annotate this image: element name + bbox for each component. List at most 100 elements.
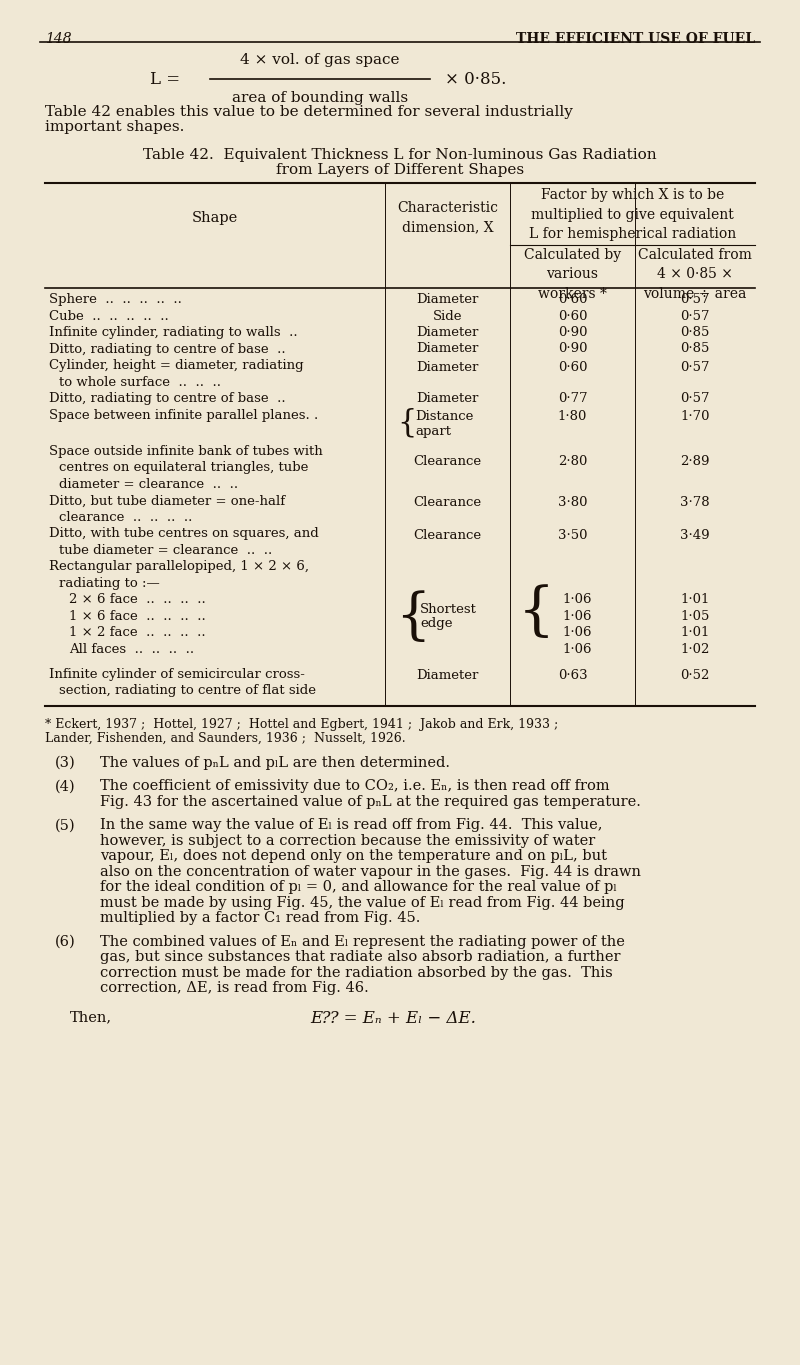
Text: Fig. 43 for the ascertained value of pₙL at the required gas temperature.: Fig. 43 for the ascertained value of pₙL…	[100, 794, 641, 809]
Text: 0·90: 0·90	[558, 343, 587, 355]
Text: however, is subject to a correction because the emissivity of water: however, is subject to a correction beca…	[100, 834, 595, 848]
Text: Cube  ..  ..  ..  ..  ..: Cube .. .. .. .. ..	[49, 310, 169, 322]
Text: All faces  ..  ..  ..  ..: All faces .. .. .. ..	[69, 643, 194, 655]
Text: {: {	[518, 586, 555, 642]
Text: Clearance: Clearance	[414, 530, 482, 542]
Text: Ditto, with tube centres on squares, and: Ditto, with tube centres on squares, and	[49, 527, 318, 541]
Text: Diameter: Diameter	[416, 669, 478, 682]
Text: Then,: Then,	[70, 1010, 112, 1024]
Text: Sphere  ..  ..  ..  ..  ..: Sphere .. .. .. .. ..	[49, 293, 182, 306]
Text: from Layers of Different Shapes: from Layers of Different Shapes	[276, 162, 524, 177]
Text: 0·60: 0·60	[558, 360, 587, 374]
Text: In the same way the value of Eₗ is read off from Fig. 44.  This value,: In the same way the value of Eₗ is read …	[100, 819, 602, 833]
Text: Clearance: Clearance	[414, 455, 482, 468]
Text: Factor by which X is to be
multiplied to give equivalent
L for hemispherical rad: Factor by which X is to be multiplied to…	[529, 188, 736, 242]
Text: clearance  ..  ..  ..  ..: clearance .. .. .. ..	[59, 511, 192, 524]
Text: Diameter: Diameter	[416, 360, 478, 374]
Text: (4): (4)	[55, 779, 76, 793]
Text: × 0·85.: × 0·85.	[445, 71, 506, 87]
Text: 3·50: 3·50	[558, 530, 587, 542]
Text: Diameter: Diameter	[416, 293, 478, 306]
Text: 1·06: 1·06	[562, 627, 592, 639]
Text: 3·49: 3·49	[680, 530, 710, 542]
Text: 1·01: 1·01	[680, 627, 710, 639]
Text: 1·01: 1·01	[680, 594, 710, 606]
Text: vapour, Eₗ, does not depend only on the temperature and on pₗL, but: vapour, Eₗ, does not depend only on the …	[100, 849, 607, 863]
Text: Calculated from
4 × 0·85 ×
volume ÷ area: Calculated from 4 × 0·85 × volume ÷ area	[638, 248, 752, 302]
Text: Ditto, but tube diameter = one-half: Ditto, but tube diameter = one-half	[49, 494, 285, 508]
Text: gas, but since substances that radiate also absorb radiation, a further: gas, but since substances that radiate a…	[100, 950, 621, 964]
Text: * Eckert, 1937 ;  Hottel, 1927 ;  Hottel and Egbert, 1941 ;  Jakob and Erk, 1933: * Eckert, 1937 ; Hottel, 1927 ; Hottel a…	[45, 718, 558, 730]
Text: 3·80: 3·80	[558, 495, 587, 509]
Text: Lander, Fishenden, and Saunders, 1936 ;  Nusselt, 1926.: Lander, Fishenden, and Saunders, 1936 ; …	[45, 732, 406, 745]
Text: Ditto, radiating to centre of base  ..: Ditto, radiating to centre of base ..	[49, 392, 286, 405]
Text: to whole surface  ..  ..  ..: to whole surface .. .. ..	[59, 375, 221, 389]
Text: 148: 148	[45, 31, 72, 46]
Text: 2·80: 2·80	[558, 455, 587, 468]
Text: tube diameter = clearance  ..  ..: tube diameter = clearance .. ..	[59, 543, 272, 557]
Text: Diameter: Diameter	[416, 343, 478, 355]
Text: 1 × 2 face  ..  ..  ..  ..: 1 × 2 face .. .. .. ..	[69, 627, 206, 639]
Text: also on the concentration of water vapour in the gases.  Fig. 44 is drawn: also on the concentration of water vapou…	[100, 865, 641, 879]
Text: Cylinder, height = diameter, radiating: Cylinder, height = diameter, radiating	[49, 359, 304, 373]
Text: centres on equilateral triangles, tube: centres on equilateral triangles, tube	[59, 461, 308, 474]
Text: Infinite cylinder, radiating to walls  ..: Infinite cylinder, radiating to walls ..	[49, 326, 298, 339]
Text: {: {	[395, 590, 430, 644]
Text: L =: L =	[150, 71, 180, 87]
Text: 1·70: 1·70	[680, 411, 710, 423]
Text: 1·80: 1·80	[558, 411, 587, 423]
Text: 2 × 6 face  ..  ..  ..  ..: 2 × 6 face .. .. .. ..	[69, 594, 206, 606]
Text: multiplied by a factor C₁ read from Fig. 45.: multiplied by a factor C₁ read from Fig.…	[100, 912, 420, 925]
Text: Rectangular parallelopiped, 1 × 2 × 6,: Rectangular parallelopiped, 1 × 2 × 6,	[49, 560, 309, 573]
Text: 0·57: 0·57	[680, 293, 710, 306]
Text: Characteristic
dimension, X: Characteristic dimension, X	[397, 201, 498, 235]
Text: 0·90: 0·90	[558, 326, 587, 339]
Text: section, radiating to centre of flat side: section, radiating to centre of flat sid…	[59, 684, 316, 698]
Text: The coefficient of emissivity due to CO₂, i.e. Eₙ, is then read off from: The coefficient of emissivity due to CO₂…	[100, 779, 610, 793]
Text: Diameter: Diameter	[416, 392, 478, 405]
Text: area of bounding walls: area of bounding walls	[232, 91, 408, 105]
Text: apart: apart	[415, 425, 451, 438]
Text: 4 × vol. of gas space: 4 × vol. of gas space	[240, 53, 400, 67]
Text: radiating to :—: radiating to :—	[59, 577, 160, 590]
Text: must be made by using Fig. 45, the value of Eₗ read from Fig. 44 being: must be made by using Fig. 45, the value…	[100, 895, 625, 910]
Text: 0·57: 0·57	[680, 392, 710, 405]
Text: (3): (3)	[55, 756, 76, 770]
Text: important shapes.: important shapes.	[45, 120, 184, 134]
Text: The values of pₙL and pₗL are then determined.: The values of pₙL and pₗL are then deter…	[100, 756, 450, 770]
Text: 0·57: 0·57	[680, 360, 710, 374]
Text: 3·78: 3·78	[680, 495, 710, 509]
Text: 0·63: 0·63	[558, 669, 587, 682]
Text: 0·85: 0·85	[680, 326, 710, 339]
Text: 0·60: 0·60	[558, 293, 587, 306]
Text: (6): (6)	[55, 935, 76, 949]
Text: 0·85: 0·85	[680, 343, 710, 355]
Text: 0·77: 0·77	[558, 392, 587, 405]
Text: 2·89: 2·89	[680, 455, 710, 468]
Text: 0·60: 0·60	[558, 310, 587, 322]
Text: correction, ΔE, is read from Fig. 46.: correction, ΔE, is read from Fig. 46.	[100, 981, 369, 995]
Text: Table 42.  Equivalent Thickness L for Non-luminous Gas Radiation: Table 42. Equivalent Thickness L for Non…	[143, 147, 657, 162]
Text: Clearance: Clearance	[414, 495, 482, 509]
Text: 1·02: 1·02	[680, 643, 710, 655]
Text: 1 × 6 face  ..  ..  ..  ..: 1 × 6 face .. .. .. ..	[69, 610, 206, 622]
Text: edge: edge	[420, 617, 453, 629]
Text: correction must be made for the radiation absorbed by the gas.  This: correction must be made for the radiatio…	[100, 966, 613, 980]
Text: 1·06: 1·06	[562, 643, 592, 655]
Text: Side: Side	[433, 310, 462, 322]
Text: (5): (5)	[55, 819, 76, 833]
Text: 1·05: 1·05	[680, 610, 710, 622]
Text: Shape: Shape	[192, 212, 238, 225]
Text: {: {	[397, 408, 416, 438]
Text: THE EFFICIENT USE OF FUEL: THE EFFICIENT USE OF FUEL	[516, 31, 755, 46]
Text: Space between infinite parallel planes. .: Space between infinite parallel planes. …	[49, 408, 318, 422]
Text: The combined values of Eₙ and Eₗ represent the radiating power of the: The combined values of Eₙ and Eₗ represe…	[100, 935, 625, 949]
Text: Space outside infinite bank of tubes with: Space outside infinite bank of tubes wit…	[49, 445, 322, 457]
Text: 1·06: 1·06	[562, 594, 592, 606]
Text: 1·06: 1·06	[562, 610, 592, 622]
Text: E⁇ = Eₙ + Eₗ − ΔE.: E⁇ = Eₙ + Eₗ − ΔE.	[310, 1010, 476, 1026]
Text: 0·52: 0·52	[680, 669, 710, 682]
Text: Infinite cylinder of semicircular cross-: Infinite cylinder of semicircular cross-	[49, 667, 305, 681]
Text: 0·57: 0·57	[680, 310, 710, 322]
Text: Distance: Distance	[415, 410, 474, 423]
